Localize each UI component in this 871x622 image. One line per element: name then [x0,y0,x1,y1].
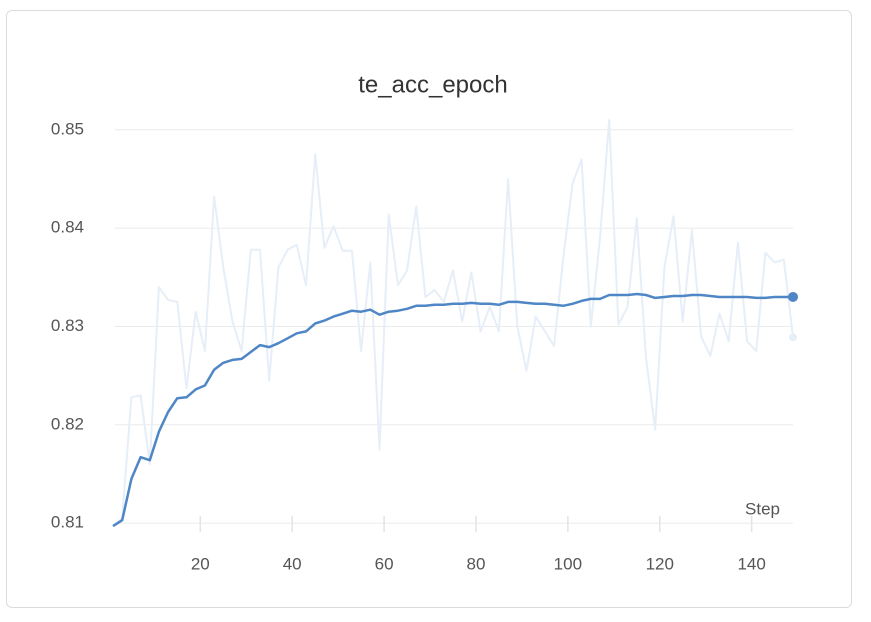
y-tick-label: 0.82 [51,414,84,433]
series-line [112,119,794,527]
y-tick-label: 0.84 [51,218,84,237]
x-tick-label: 20 [191,554,210,573]
y-tick-label: 0.81 [51,513,84,532]
series-line [112,292,793,528]
x-tick-label: 40 [283,554,302,573]
chart-title: te_acc_epoch [358,71,507,98]
x-tick-label: 140 [737,554,765,573]
panel [6,10,852,608]
x-tick-label: 80 [467,554,486,573]
end-point [789,333,797,342]
x-tick-label: 100 [554,554,582,573]
x-axis-label: Step [745,499,780,518]
x-tick-label: 120 [646,554,674,573]
y-tick-label: 0.85 [51,119,84,138]
y-tick-label: 0.83 [51,316,84,335]
end-point [788,291,798,302]
x-tick-label: 60 [375,554,394,573]
